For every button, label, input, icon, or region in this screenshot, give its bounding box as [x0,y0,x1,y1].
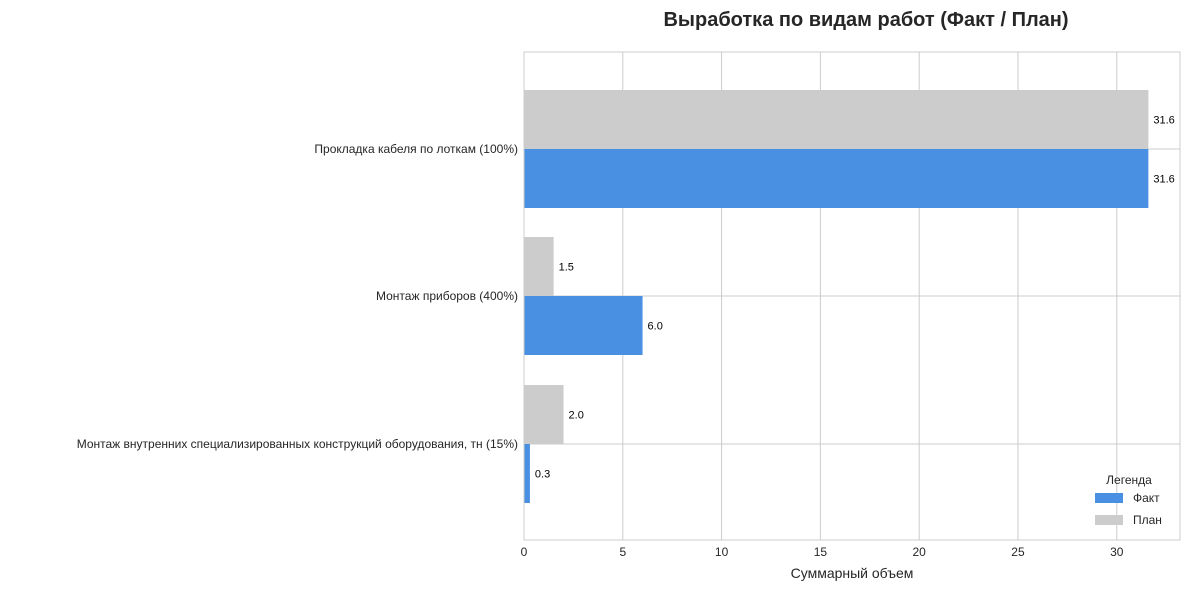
x-tick-label: 20 [913,545,927,559]
legend-swatch-fact [1095,493,1123,503]
x-axis-label: Суммарный объем [791,565,914,581]
chart-title: Выработка по видам работ (Факт / План) [663,9,1068,31]
bar-fact [524,149,1149,208]
data-label-fact: 6.0 [648,321,663,333]
category-label: Монтаж приборов (400%) [376,289,518,303]
data-label-plan: 1.5 [559,262,574,274]
bar-fact [524,296,643,355]
x-tick-label: 15 [814,545,828,559]
plot-border [523,51,1181,541]
legend-label-fact: Факт [1133,491,1160,505]
x-axis-ticks: 0 5 10 15 20 25 30 [521,545,1124,559]
bar-fact [524,444,530,503]
x-tick-label: 0 [521,545,528,559]
x-tick-label: 10 [715,545,729,559]
data-label-fact: 31.6 [1153,174,1174,186]
bar-plan [524,385,564,444]
category-label: Прокладка кабеля по лоткам (100%) [314,142,518,156]
bar-plan [524,237,554,296]
legend-label-plan: План [1133,513,1162,527]
data-label-fact: 0.3 [535,469,550,481]
bar-plan [524,90,1149,149]
data-label-plan: 2.0 [569,410,584,422]
x-tick-label: 25 [1011,545,1025,559]
y-axis-categories: Прокладка кабеля по лоткам (100%) Монтаж … [77,142,518,451]
legend: Легенда Факт План [1095,473,1162,527]
legend-title: Легенда [1106,473,1152,487]
bars [524,90,1149,503]
x-tick-label: 30 [1110,545,1124,559]
legend-swatch-plan [1095,515,1123,525]
data-label-plan: 31.6 [1153,115,1174,127]
x-tick-label: 5 [619,545,626,559]
data-labels: 31.6 31.6 1.5 6.0 2.0 0.3 [535,115,1175,481]
category-label: Монтаж внутренних специализированных кон… [77,437,518,451]
